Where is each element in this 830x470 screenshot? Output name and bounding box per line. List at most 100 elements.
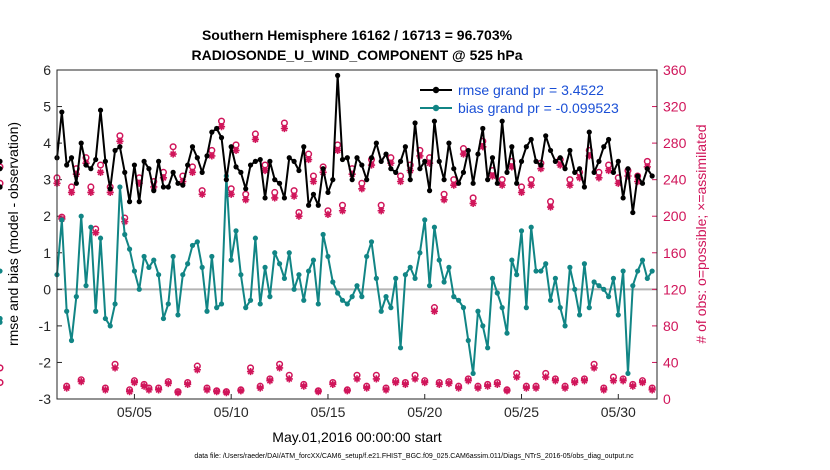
rmse-point bbox=[296, 167, 302, 174]
obs-assimilated-marker bbox=[605, 166, 613, 175]
obs-assimilated-marker bbox=[614, 179, 622, 187]
bias-point bbox=[572, 286, 578, 292]
rmse-point bbox=[601, 144, 607, 150]
rmse-point bbox=[267, 158, 273, 164]
obs-assimilated-marker bbox=[145, 386, 153, 394]
x-tick-label: 05/10 bbox=[214, 404, 249, 420]
rmse-point bbox=[122, 169, 128, 175]
obs-assimilated-marker bbox=[242, 196, 250, 204]
obs-assimilated-marker bbox=[542, 373, 550, 381]
rmse-point bbox=[88, 166, 94, 172]
obs-assimilated-marker bbox=[63, 384, 71, 392]
rmse-point bbox=[518, 158, 525, 164]
obs-assimilated-marker bbox=[305, 155, 313, 164]
rmse-point bbox=[214, 125, 220, 132]
obs-assimilated-marker bbox=[285, 375, 293, 383]
bias-point bbox=[620, 268, 626, 274]
rmse-point bbox=[625, 166, 631, 172]
obs-assimilated-marker bbox=[522, 384, 530, 392]
bias-point bbox=[601, 286, 607, 292]
rmse-point bbox=[615, 158, 621, 164]
footnote: data file: /Users/raeder/DAI/ATM_forcXX/… bbox=[194, 453, 634, 460]
bias-point bbox=[83, 283, 89, 289]
y-axis-label: rmse and bias (model - observation) bbox=[5, 122, 21, 346]
bias-point bbox=[431, 224, 438, 230]
obs-assimilated-marker bbox=[392, 378, 400, 387]
obs-assimilated-marker bbox=[445, 379, 453, 388]
rmse-point bbox=[649, 173, 655, 179]
y-tick-label: -1 bbox=[39, 318, 52, 334]
bias-point bbox=[441, 279, 447, 285]
obs-assimilated-marker bbox=[174, 389, 182, 397]
obs-assimilated-marker bbox=[198, 190, 206, 198]
rmse-point bbox=[514, 180, 520, 186]
obs-assimilated-marker bbox=[72, 170, 80, 178]
rmse-point bbox=[417, 166, 423, 172]
obs-assimilated-marker bbox=[377, 207, 385, 215]
obs-assimilated-marker bbox=[237, 387, 245, 395]
bias-point bbox=[0, 315, 3, 322]
bias-point bbox=[480, 323, 486, 329]
rmse-point bbox=[160, 184, 167, 190]
bias-point bbox=[122, 231, 128, 238]
bias-point bbox=[412, 275, 418, 281]
rmse-point bbox=[59, 109, 65, 115]
obs-assimilated-marker bbox=[329, 380, 337, 388]
rmse-point bbox=[189, 144, 196, 150]
obs-assimilated-marker bbox=[508, 163, 516, 171]
bias-point bbox=[117, 184, 123, 190]
obs-assimilated-marker bbox=[527, 181, 535, 189]
obs-assimilated-marker bbox=[348, 170, 356, 178]
bias-point bbox=[422, 217, 428, 223]
obs-assimilated-marker bbox=[430, 307, 439, 315]
bias-point bbox=[93, 308, 99, 314]
obs-assimilated-marker bbox=[440, 196, 448, 204]
rmse-point bbox=[262, 195, 268, 201]
obs-assimilated-marker bbox=[87, 188, 95, 197]
bias-point bbox=[189, 242, 196, 249]
obs-assimilated-marker bbox=[600, 386, 608, 394]
rmse-point bbox=[0, 166, 3, 172]
bias-point bbox=[393, 275, 399, 281]
bias-point bbox=[426, 283, 433, 289]
obs-assimilated-marker bbox=[184, 380, 192, 388]
obs-assimilated-marker bbox=[125, 388, 134, 396]
rmse-point bbox=[378, 158, 384, 164]
bias-point bbox=[533, 268, 539, 274]
rmse-point bbox=[480, 125, 486, 132]
bias-point bbox=[131, 268, 138, 274]
bias-point bbox=[291, 286, 297, 292]
y2-tick-label: 120 bbox=[663, 281, 687, 297]
bias-point bbox=[446, 264, 452, 270]
bias-point bbox=[596, 283, 602, 289]
rmse-point bbox=[0, 184, 3, 190]
rmse-point bbox=[499, 118, 505, 124]
bias-point bbox=[494, 290, 500, 296]
obs-assimilated-marker bbox=[295, 212, 303, 220]
bias-point bbox=[504, 330, 510, 336]
bias-point bbox=[368, 239, 375, 245]
obs-assimilated-marker bbox=[363, 384, 371, 392]
rmse-point bbox=[635, 173, 641, 179]
rmse-point bbox=[156, 158, 162, 164]
bias-point bbox=[528, 224, 534, 230]
bias-point bbox=[499, 305, 505, 311]
bias-point bbox=[335, 290, 341, 296]
chart-subtitle: RADIOSONDE_U_WIND_COMPONENT @ 525 hPa bbox=[191, 47, 522, 63]
obs-assimilated-marker bbox=[551, 377, 559, 385]
rmse-point bbox=[107, 186, 113, 192]
bias-point bbox=[160, 315, 167, 322]
rmse-point bbox=[199, 169, 205, 175]
rmse-point bbox=[557, 155, 563, 161]
rmse-point bbox=[68, 155, 75, 161]
chart-title: Southern Hemisphere 16162 / 16713 = 96.7… bbox=[202, 27, 513, 43]
rmse-point bbox=[281, 195, 288, 201]
bias-point bbox=[330, 279, 336, 285]
rmse-point bbox=[165, 184, 171, 190]
rmse-point bbox=[644, 166, 650, 172]
bias-point bbox=[557, 305, 563, 311]
rmse-point bbox=[620, 195, 626, 201]
obs-assimilated-marker bbox=[213, 388, 221, 396]
rmse-point bbox=[78, 140, 84, 146]
obs-assimilated-marker bbox=[77, 378, 85, 386]
